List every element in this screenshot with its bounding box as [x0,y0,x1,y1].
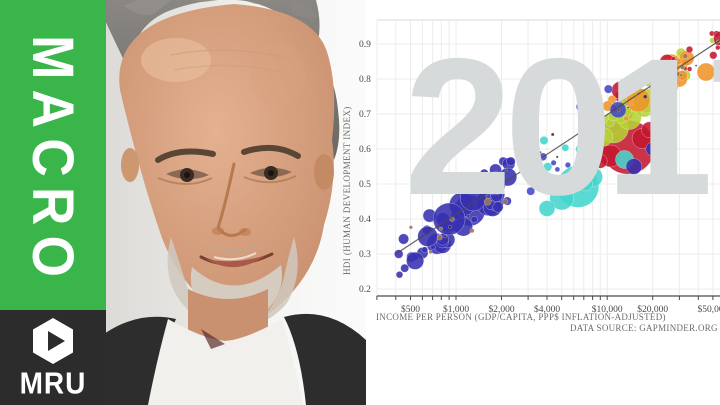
svg-text:0.8: 0.8 [359,75,371,85]
svg-text:0.5: 0.5 [359,180,371,190]
svg-text:0.4: 0.4 [359,215,371,225]
svg-text:0.9: 0.9 [359,40,371,50]
svg-text:$50,000: $50,000 [697,304,720,315]
svg-text:0.3: 0.3 [359,250,371,260]
svg-text:0.7: 0.7 [359,110,371,120]
svg-text:0.6: 0.6 [359,145,371,155]
svg-text:0.2: 0.2 [359,285,371,295]
